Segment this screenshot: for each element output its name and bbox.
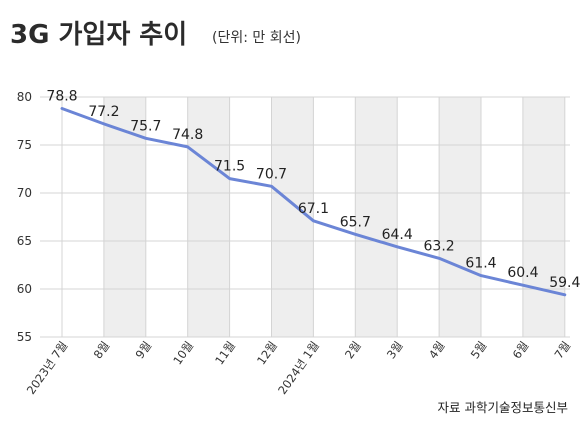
column-band: [355, 97, 398, 337]
x-tick-label: 11월: [212, 339, 238, 368]
y-tick-label: 80: [17, 90, 32, 104]
x-tick-label: 4월: [426, 339, 448, 362]
column-bands: [103, 97, 565, 337]
x-tick-label: 3월: [384, 339, 406, 362]
x-tick-label: 7월: [552, 339, 574, 362]
y-tick-label: 65: [17, 234, 32, 248]
x-tick-label: 8월: [91, 339, 113, 362]
data-label: 78.8: [46, 89, 77, 105]
data-label: 61.4: [465, 256, 496, 272]
series-line-path: [60, 107, 567, 297]
data-label: 65.7: [340, 214, 371, 230]
y-tick-label: 60: [17, 282, 32, 296]
chart-unit: (단위: 만 회선): [212, 30, 301, 46]
gridlines: [40, 96, 570, 338]
x-tick-label: 5월: [468, 339, 490, 362]
x-tick-label: 2024년 1월: [275, 339, 322, 397]
data-labels: 78.8 77.2 75.7 74.8 71.5 70.7 67.1 65.7 64.4 63.2…: [46, 89, 580, 291]
source-note: 자료 과학기술정보통신부: [437, 400, 568, 415]
x-tick-label: 6월: [510, 339, 532, 362]
chart-title: 3G 가입자 추이: [10, 20, 188, 50]
column-band: [187, 97, 230, 337]
data-label: 64.4: [382, 227, 413, 243]
x-tick-label: 12월: [254, 339, 280, 368]
series-line: [60, 107, 567, 297]
y-tick-label: 70: [17, 186, 32, 200]
data-label: 70.7: [256, 166, 287, 182]
y-tick-label: 55: [17, 330, 32, 344]
column-band: [271, 97, 314, 337]
data-label: 67.1: [298, 201, 329, 217]
x-tick-label: 2023년 7월: [24, 339, 71, 397]
y-axis: 55 60 65 70 75 80: [17, 90, 32, 344]
y-tick-label: 75: [17, 138, 32, 152]
x-tick-label: 10월: [170, 339, 196, 368]
data-label: 74.8: [172, 127, 203, 143]
x-tick-label: 2월: [342, 339, 364, 362]
data-label: 71.5: [214, 159, 245, 175]
x-tick-label: 9월: [133, 339, 155, 362]
column-band: [439, 97, 481, 337]
data-label: 63.2: [424, 238, 455, 254]
data-label: 60.4: [507, 265, 538, 281]
data-label: 75.7: [130, 118, 161, 134]
data-label: 77.2: [88, 104, 119, 120]
data-label: 59.4: [549, 275, 580, 291]
column-band: [522, 97, 565, 337]
